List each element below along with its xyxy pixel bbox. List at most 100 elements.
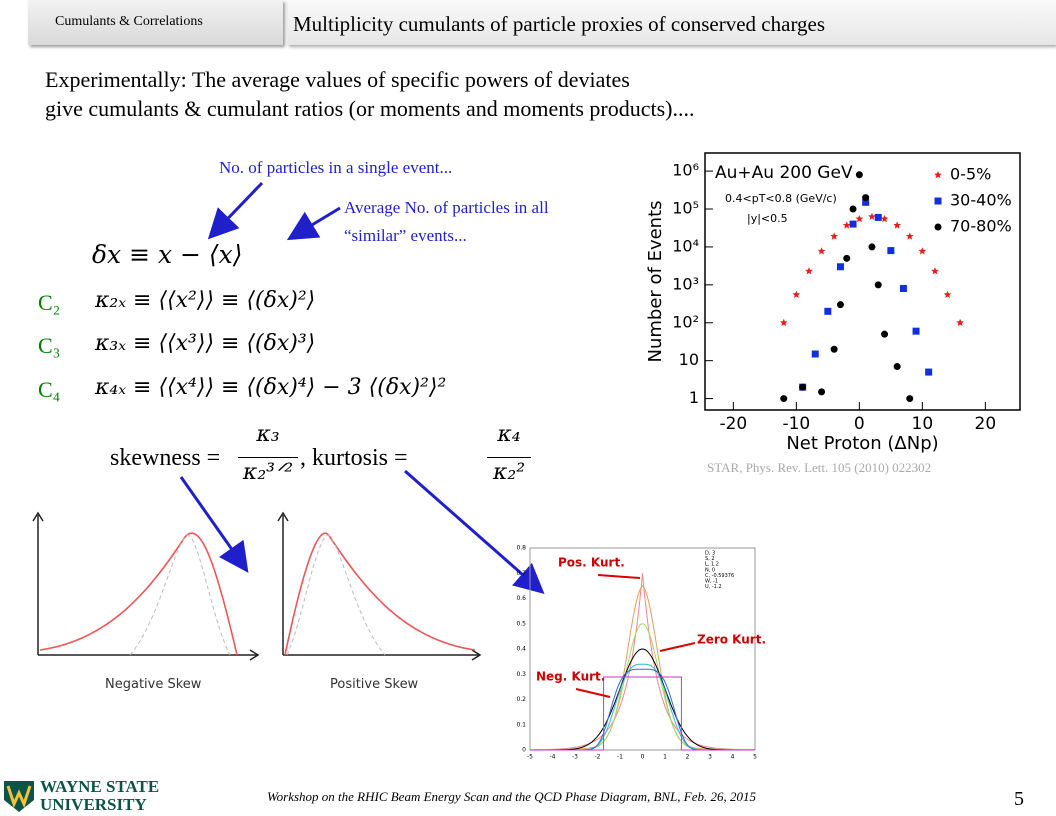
kurt-legend: N, 0 [705,567,715,573]
kurt-frame [529,547,756,751]
arrow [179,476,249,573]
axis [282,515,480,656]
marker [931,267,939,275]
footer-text: Workshop on the RHIC Beam Energy Scan an… [267,789,757,804]
marker [779,318,788,326]
header-bar [288,0,1056,45]
kurt-annotation: Zero Kurt. [697,633,766,647]
citation: STAR, Phys. Rev. Lett. 105 (2010) 022302 [707,460,932,475]
marker [855,214,864,223]
kurt-annotation: Pos. Kurt. [558,556,625,570]
y-tick-label: 10³ [672,274,699,293]
kurt-tick-label: 0.8 [516,545,526,552]
kurt-tick-label: 1 [663,754,667,761]
axis-arrow [277,511,482,661]
header-tab [28,0,283,45]
x-tick-label: -20 [719,414,747,434]
x-tick-label: 0 [854,414,865,434]
marker [906,395,914,403]
section-label: Cumulants & Correlations [55,14,203,29]
y-tick-label: 10⁵ [672,199,699,218]
y-tick-label: 10⁶ [672,161,699,180]
marker [842,221,851,229]
marker [830,345,838,353]
marker [792,290,801,298]
legend-label: 70-80% [950,217,1012,236]
curve [129,534,231,656]
equation: κ₂ₓ ≡ ⟨⟨x²⟩⟩ ≡ ⟨(δx)²⟩ [95,288,316,313]
annotation: “similar” events... [344,226,467,245]
fraction-num: κ₄ [497,422,521,447]
intro-line: give cumulants & cumulant ratios (or mom… [45,96,695,121]
logo-shield [4,781,34,812]
legend-label: 0-5% [950,165,991,184]
marker [956,318,964,326]
kurt-curve [530,585,755,751]
marker [818,388,826,396]
y-axis-label: Number of Events [645,200,666,362]
kurt-legend: W, -1 [705,579,718,585]
y-tick-label: 10² [672,312,699,331]
kurt-curve [530,676,755,751]
x-tick-label: 10 [912,414,934,434]
y-tick-label: 1 [689,388,699,407]
marker [836,263,844,271]
cumulant-label: C₄ [38,377,61,402]
kurt-legend: U, -1.2 [705,584,722,590]
kurt-tick-label: 0.6 [516,595,526,602]
plot-note: |y|<0.5 [747,212,788,225]
kurt-tick-label: 0.1 [516,721,526,728]
curve [39,532,238,656]
marker [824,307,832,315]
curve [284,532,476,656]
arrow [207,181,264,240]
marker [843,254,851,262]
kurt-arrow [597,574,641,579]
slide-title: Multiplicity cumulants of particle proxi… [293,12,826,36]
marker [836,301,844,309]
arrow [404,469,545,594]
equation: δx ≡ x − ⟨x⟩ [92,240,243,269]
marker [905,232,914,240]
kurt-tick-label: 0.7 [516,570,526,577]
fraction-bar [238,457,298,458]
marker [849,205,857,213]
intro-line: Experimentally: The average values of sp… [45,67,630,92]
marker [849,220,857,228]
fraction-den: κ₂³ᐟ² [242,460,294,485]
axis [37,515,258,656]
legend-label: 30-40% [950,191,1012,210]
marker [874,213,882,221]
marker [925,368,933,376]
plot-title: Au+Au 200 GeV [715,163,853,183]
marker [893,221,901,229]
marker [943,290,952,298]
marker [868,212,876,220]
kurt-legend: L, 1.2 [705,562,719,568]
equation: , kurtosis = [300,445,408,471]
arrow [286,206,341,241]
equation: κ₄ₓ ≡ ⟨⟨x⁴⟩⟩ ≡ ⟨(δx)⁴⟩ − 3 ⟨(δx)²⟩² [95,375,447,400]
marker [934,197,942,205]
kurt-tick-label: 0 [522,747,526,754]
marker [855,171,863,179]
kurt-tick-label: -3 [572,754,578,761]
skew-figure [32,511,482,661]
marker [805,267,813,275]
axis-arrow [32,511,260,661]
marker [799,383,807,391]
marker [934,223,942,231]
x-tick-label: -10 [782,414,810,434]
page-number: 5 [1014,788,1024,810]
x-axis-label: Net Proton (ΔNp) [786,433,938,454]
marker [874,281,882,289]
equation: κ₃ₓ ≡ ⟨⟨x³⟩⟩ ≡ ⟨(δx)³⟩ [95,331,316,356]
plot-frame [704,152,1021,411]
cumulant-label: C₃ [38,333,61,358]
kurt-tick-label: 2 [686,754,690,761]
equation: skewness = [110,445,221,471]
kurt-tick-label: 0.4 [516,646,526,653]
kurt-tick-label: 0.5 [516,620,526,627]
kurt-legend: C, -0.59376 [705,573,734,579]
